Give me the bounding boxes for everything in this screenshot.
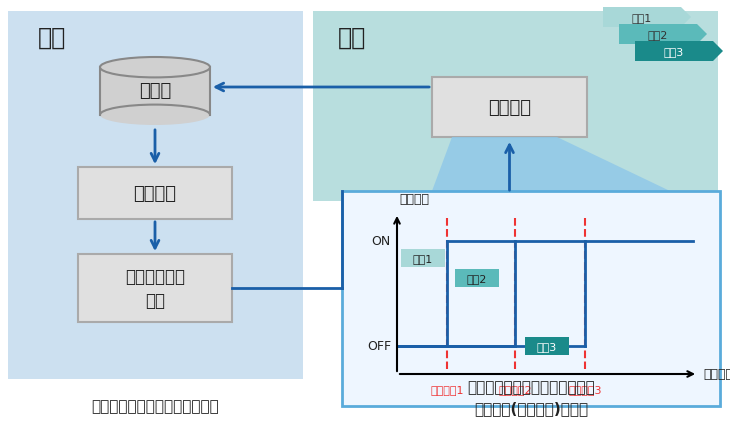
Bar — [313, 12, 718, 201]
Bar — [78, 254, 232, 322]
Text: パラメーター: パラメーター — [703, 368, 730, 380]
Text: パラメーター
送信: パラメーター 送信 — [125, 268, 185, 309]
Text: モデル化: モデル化 — [134, 184, 177, 202]
Text: 車上: 車上 — [338, 26, 366, 50]
Text: しきい値1: しきい値1 — [430, 384, 464, 394]
Ellipse shape — [100, 58, 210, 78]
Bar — [100, 68, 210, 115]
Text: 多様な列車のデータを地上管理: 多様な列車のデータを地上管理 — [91, 399, 219, 414]
Polygon shape — [635, 42, 723, 62]
Ellipse shape — [100, 105, 210, 126]
Polygon shape — [619, 25, 707, 45]
Text: 季節1: 季節1 — [413, 253, 433, 263]
Text: 季節2: 季節2 — [466, 273, 487, 283]
Text: 季節1: 季節1 — [632, 13, 652, 23]
Text: しきい値2: しきい値2 — [498, 384, 532, 394]
Bar — [401, 249, 445, 268]
Text: OFF: OFF — [367, 340, 391, 353]
Bar — [525, 337, 569, 355]
Text: 季節3: 季節3 — [537, 341, 557, 351]
Text: 季節変化などに応じて学習した
しきい値(判断条件)を反映: 季節変化などに応じて学習した しきい値(判断条件)を反映 — [467, 379, 595, 415]
Text: 制御対象: 制御対象 — [488, 99, 531, 117]
Text: しきい値3: しきい値3 — [568, 384, 602, 394]
Text: ON: ON — [372, 235, 391, 248]
Polygon shape — [432, 138, 670, 192]
Text: 地上: 地上 — [38, 26, 66, 50]
Text: 季節2: 季節2 — [648, 30, 668, 40]
Bar — [432, 78, 587, 138]
Polygon shape — [603, 8, 691, 28]
Bar — [78, 167, 232, 219]
Text: 判断要素: 判断要素 — [399, 193, 429, 205]
Text: データ: データ — [139, 81, 171, 99]
Bar — [342, 192, 720, 406]
Text: 季節3: 季節3 — [664, 47, 684, 57]
Bar — [8, 12, 303, 379]
Bar — [455, 269, 499, 287]
